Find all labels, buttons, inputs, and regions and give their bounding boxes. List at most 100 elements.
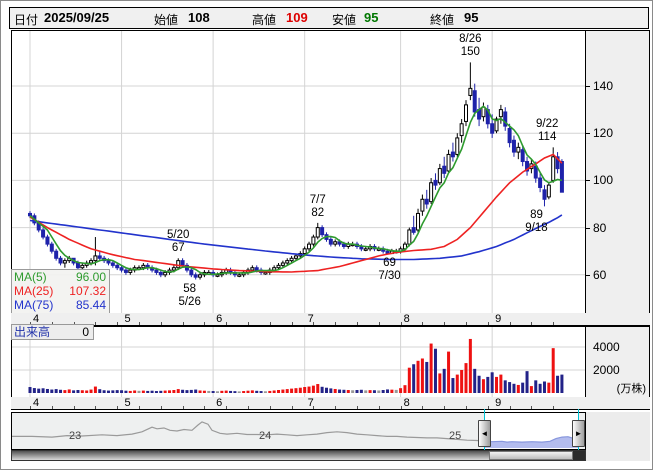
week-tick <box>117 406 119 409</box>
price-annotation: 69 7/30 <box>378 256 401 282</box>
week-tick <box>182 406 184 409</box>
week-tick <box>509 322 511 325</box>
ma-legend-row: MA(75) 85.44 <box>12 298 109 312</box>
week-tick <box>291 322 293 325</box>
price-annotation: 58 5/26 <box>178 282 201 308</box>
week-tick <box>400 406 402 409</box>
close-value: 95 <box>464 10 479 25</box>
low-value: 95 <box>364 10 379 25</box>
range-navigator[interactable]: 23 24 25 <box>11 412 586 450</box>
close-label: 終値 <box>430 13 455 27</box>
week-tick <box>422 322 424 325</box>
week-tick <box>269 406 271 409</box>
week-tick <box>73 322 75 325</box>
volume-chart-panel[interactable] <box>11 326 586 398</box>
week-tick <box>51 322 53 325</box>
week-tick <box>95 322 97 325</box>
week-tick <box>160 322 162 325</box>
ma5-line <box>29 105 563 276</box>
year-label: 24 <box>259 430 272 442</box>
week-tick <box>51 406 53 409</box>
week-tick <box>335 322 337 325</box>
price-annotation: 89 9/18 <box>525 209 548 235</box>
week-tick <box>248 322 249 325</box>
week-tick <box>204 406 206 409</box>
price-tick <box>586 180 590 182</box>
month-label: 5 <box>124 313 131 325</box>
volume-value: 0 <box>82 325 89 339</box>
week-tick <box>553 322 555 325</box>
ma75-line <box>29 214 563 261</box>
volume-tick-label: 2000 <box>593 363 620 377</box>
week-tick <box>204 322 206 325</box>
week-tick <box>335 406 337 409</box>
price-tick-label: 100 <box>593 173 614 188</box>
week-tick <box>313 406 315 409</box>
year-label: 23 <box>69 430 82 442</box>
date-label: 日付 <box>14 13 39 27</box>
week-tick <box>117 322 119 325</box>
open-value: 108 <box>188 10 210 25</box>
week-tick <box>444 322 446 325</box>
week-tick <box>487 322 489 325</box>
week-tick <box>553 406 555 409</box>
week-tick <box>422 406 424 409</box>
volume-tick-label: 4000 <box>593 340 620 354</box>
week-tick <box>291 406 293 409</box>
ma-legend-label: MA(75) <box>14 298 54 312</box>
ohlc-header-bar: 日付 2025/09/25 始値 108 高値 109 安値 95 終値 95 <box>9 7 649 29</box>
price-annotation: 7/7 82 <box>309 193 326 219</box>
navigator-chart <box>12 413 579 449</box>
low-label: 安値 <box>332 13 357 27</box>
month-label: 4 <box>33 397 40 409</box>
ma-legend-label: MA(5) <box>14 270 47 284</box>
ma-legend-row: MA(25) 107.32 <box>12 284 109 298</box>
price-tick <box>586 86 590 87</box>
month-label: 4 <box>33 313 40 325</box>
month-label: 7 <box>307 397 314 409</box>
week-tick <box>226 322 228 325</box>
navigator-corner <box>585 412 650 461</box>
volume-bars <box>28 338 564 393</box>
scrollbar-thumb[interactable] <box>489 451 573 460</box>
range-handle-left[interactable]: ◄ <box>478 420 491 447</box>
navigator-selected-line <box>484 436 579 443</box>
week-tick <box>357 406 358 409</box>
price-annotation: 9/22 114 <box>535 118 559 144</box>
week-tick <box>531 322 533 325</box>
candlestick-chart <box>12 31 585 313</box>
horizontal-scrollbar[interactable] <box>11 450 586 461</box>
week-tick <box>182 322 184 325</box>
year-label: 25 <box>449 430 462 442</box>
week-tick <box>226 406 228 409</box>
month-label: 6 <box>216 313 223 325</box>
week-tick <box>30 322 31 325</box>
price-tick <box>586 133 590 135</box>
price-axis: 140 120 100 80 60 <box>585 30 650 314</box>
high-label: 高値 <box>252 13 277 27</box>
week-tick <box>95 406 97 409</box>
volume-label: 出来高 <box>14 325 51 339</box>
left-arrow-icon: ◄ <box>480 429 489 438</box>
month-label: 8 <box>403 313 410 325</box>
ma-legend-value: 85.44 <box>75 298 106 312</box>
open-label: 始値 <box>154 13 179 27</box>
volume-unit-label: (万株) <box>616 383 646 395</box>
ma-legend-value: 96.00 <box>75 270 106 284</box>
date-value: 2025/09/25 <box>44 10 110 25</box>
week-tick <box>400 322 402 325</box>
month-axis-price: 4 5 6 7 8 9 <box>11 313 650 326</box>
week-tick <box>509 406 511 409</box>
right-arrow-icon: ► <box>574 429 583 438</box>
volume-chart <box>12 327 585 397</box>
price-chart-panel[interactable] <box>11 30 586 314</box>
volume-gridlines <box>12 327 585 397</box>
week-tick <box>378 322 380 325</box>
week-tick <box>269 322 271 325</box>
week-tick <box>444 406 446 409</box>
range-handle-right[interactable]: ► <box>572 420 585 447</box>
volume-axis: 4000 2000 (万株) <box>585 326 650 398</box>
price-tick-label: 120 <box>593 126 614 141</box>
week-tick <box>73 406 75 409</box>
